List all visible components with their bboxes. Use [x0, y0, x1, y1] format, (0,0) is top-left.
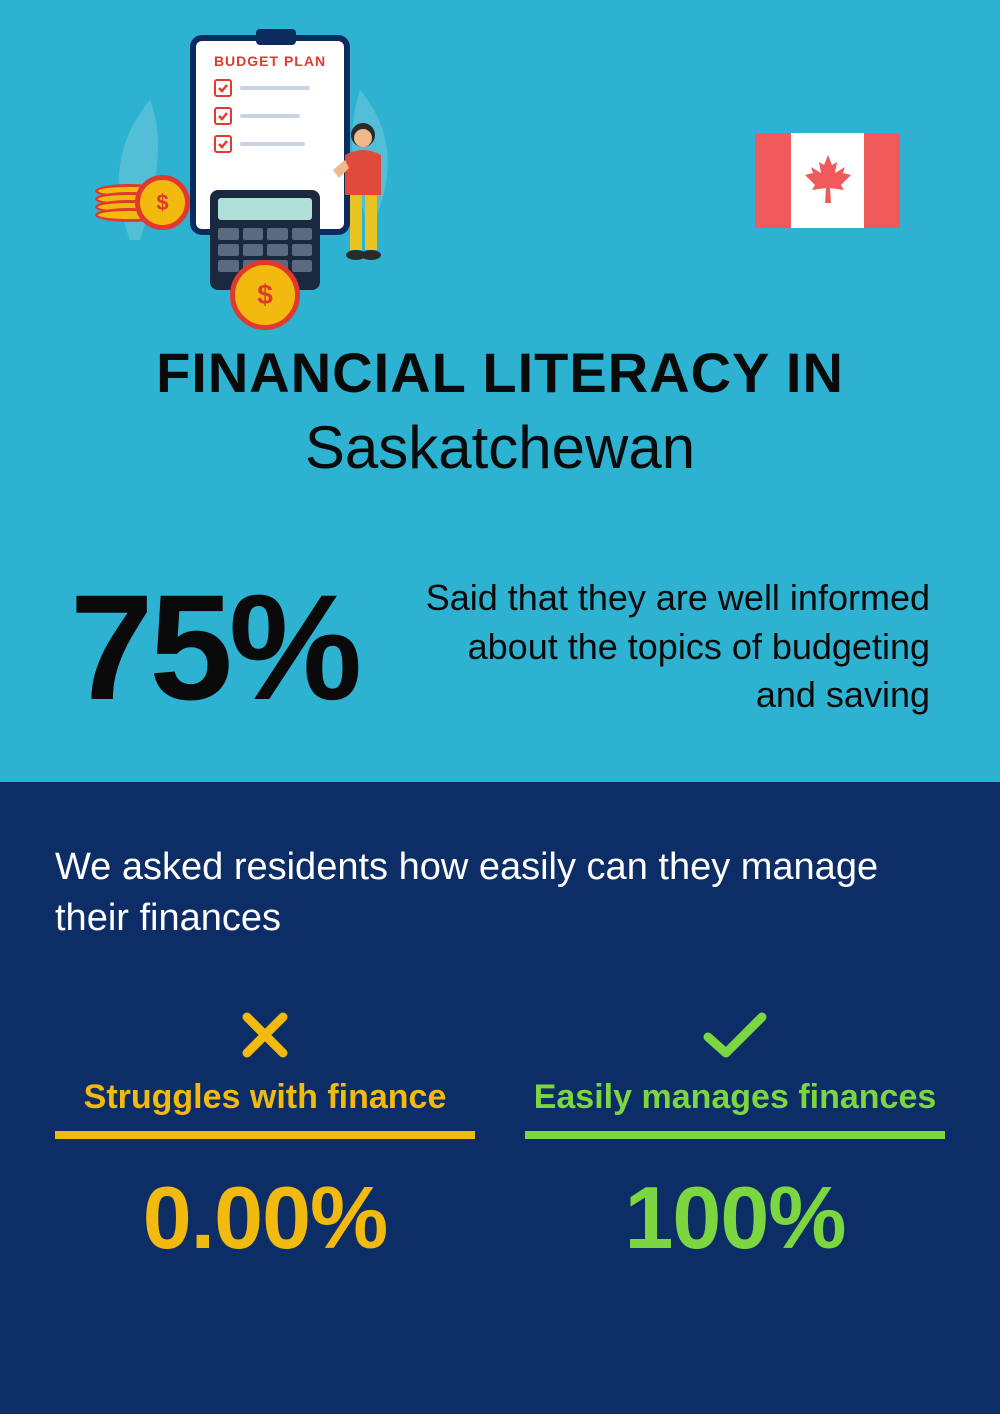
survey-question: We asked residents how easily can they m…: [55, 842, 945, 945]
result-columns: Struggles with finance 0.00% Easily mana…: [55, 1000, 945, 1269]
struggles-column: Struggles with finance 0.00%: [55, 1000, 475, 1269]
stat-description: Said that they are well informed about t…: [408, 574, 930, 720]
coin-icon: $: [135, 175, 190, 230]
maple-leaf-icon: [803, 153, 853, 208]
budget-illustration: BUDGET PLAN: [80, 30, 420, 310]
clipboard-label: BUDGET PLAN: [196, 53, 344, 69]
divider: [55, 1131, 475, 1139]
struggles-label: Struggles with finance: [55, 1078, 475, 1117]
stat-percent: 75%: [70, 572, 358, 722]
header-row: BUDGET PLAN: [60, 30, 940, 310]
title-block: FINANCIAL LITERACY IN Saskatchewan: [60, 340, 940, 482]
top-section: BUDGET PLAN: [0, 0, 1000, 782]
cross-icon: [237, 1007, 293, 1063]
divider: [525, 1131, 945, 1139]
bottom-section: We asked residents how easily can they m…: [0, 782, 1000, 1414]
struggles-value: 0.00%: [55, 1167, 475, 1269]
manages-value: 100%: [525, 1167, 945, 1269]
check-icon: [700, 1007, 770, 1063]
headline-stat: 75% Said that they are well informed abo…: [60, 572, 940, 722]
person-icon: [325, 120, 395, 270]
page-title: FINANCIAL LITERACY IN: [60, 340, 940, 405]
page-subtitle: Saskatchewan: [60, 413, 940, 482]
canada-flag-icon: [755, 133, 900, 228]
coin-icon: $: [230, 260, 300, 330]
manages-column: Easily manages finances 100%: [525, 1000, 945, 1269]
manages-label: Easily manages finances: [525, 1078, 945, 1117]
